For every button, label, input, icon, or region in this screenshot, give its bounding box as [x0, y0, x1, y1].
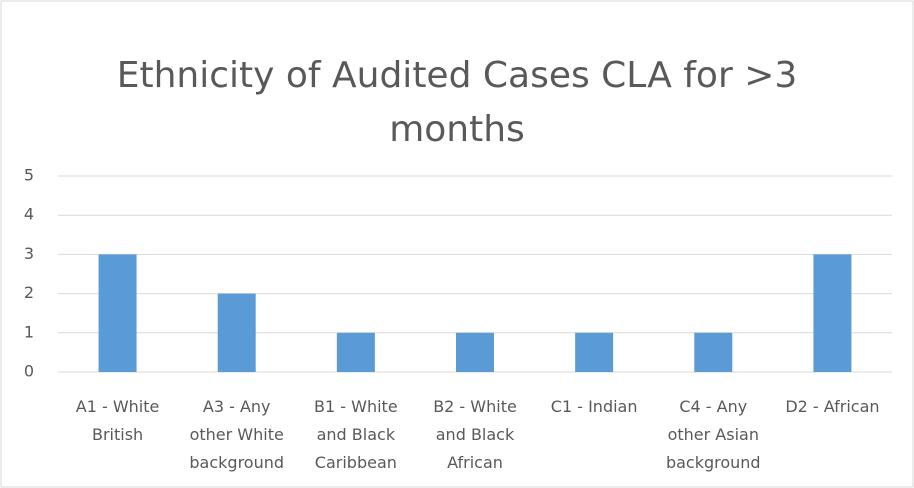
- y-tick-label: 5: [24, 166, 34, 185]
- y-tick-label: 3: [24, 244, 34, 263]
- bar: [336, 332, 375, 372]
- y-tick-label: 4: [24, 205, 34, 224]
- x-tick-label: A3 - Any other White background: [189, 397, 284, 472]
- x-tick-label: C1 - Indian: [551, 397, 638, 416]
- chart-title: Ethnicity of Audited Cases CLA for >3 mon…: [117, 55, 798, 150]
- x-tick-label: D2 - African: [785, 397, 879, 416]
- y-tick-label: 1: [24, 322, 34, 341]
- x-tick-label: C4 - Any other Asian background: [666, 397, 761, 472]
- bar: [694, 332, 733, 372]
- x-tick-label: B2 - White and Black African: [433, 397, 517, 472]
- y-tick-label: 0: [24, 362, 34, 381]
- bar: [575, 332, 614, 372]
- bar: [456, 332, 494, 372]
- bar: [813, 254, 852, 372]
- bar: [217, 293, 256, 372]
- x-tick-label: B1 - White and Black Caribbean: [314, 397, 398, 472]
- y-tick-label: 2: [24, 283, 34, 302]
- bar: [98, 254, 137, 372]
- x-tick-label: A1 - White British: [76, 397, 160, 444]
